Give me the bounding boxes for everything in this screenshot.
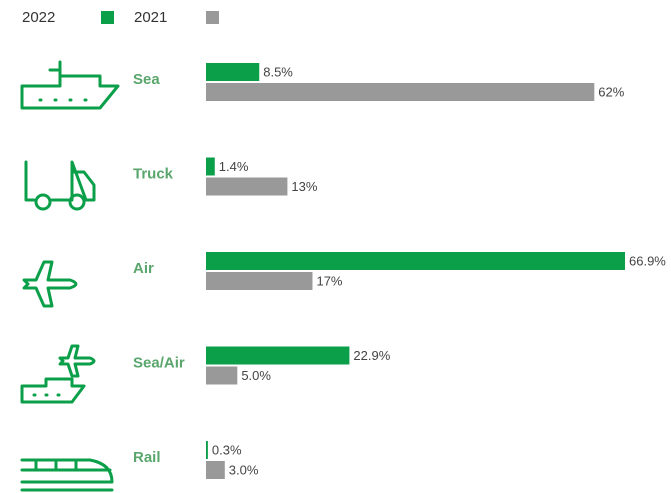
rail-icon — [20, 458, 114, 492]
value-label: 62% — [598, 84, 624, 99]
category-label: Sea — [133, 71, 160, 88]
value-label: 3.0% — [229, 462, 259, 477]
bar — [206, 63, 260, 81]
bar — [206, 83, 595, 101]
value-label: 13% — [291, 179, 317, 194]
legend-label: 2022 — [22, 9, 55, 26]
bar — [206, 252, 625, 270]
value-label: 5.0% — [241, 368, 271, 383]
sea-air-icon — [20, 344, 96, 404]
category-label: Air — [133, 260, 154, 277]
category-label: Sea/Air — [133, 354, 185, 371]
legend-label: 2021 — [134, 9, 167, 26]
value-label: 8.5% — [263, 64, 293, 79]
bar — [206, 346, 350, 365]
sea-icon — [20, 60, 120, 110]
bar — [206, 177, 288, 196]
bar — [206, 272, 313, 290]
value-label: 1.4% — [219, 159, 249, 174]
bar — [206, 366, 238, 385]
value-label: 22.9% — [353, 348, 390, 363]
truck-icon — [24, 160, 96, 211]
value-label: 0.3% — [212, 442, 242, 457]
category-label: Rail — [133, 449, 161, 466]
value-label: 66.9% — [629, 253, 666, 268]
icons — [20, 60, 120, 492]
category-label: Truck — [133, 165, 174, 182]
legend-swatch — [101, 11, 114, 24]
air-icon — [22, 260, 78, 308]
legend-swatch — [206, 11, 219, 24]
bar — [206, 441, 208, 459]
bar — [206, 157, 215, 176]
value-label: 17% — [316, 273, 342, 288]
bar — [206, 461, 225, 479]
